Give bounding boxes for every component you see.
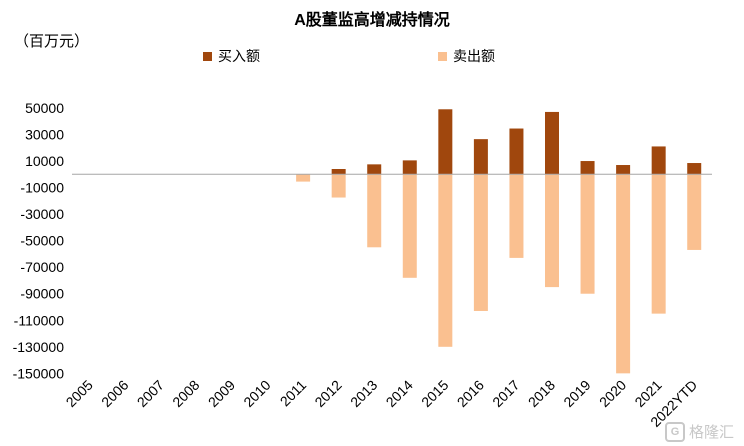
x-tick-label-2009: 2009 — [205, 377, 238, 410]
y-tick-label: -30000 — [20, 206, 64, 222]
legend-swatch-sell — [438, 51, 447, 61]
sell-bar-2015 — [438, 174, 453, 347]
x-tick-label-2010: 2010 — [240, 377, 273, 410]
x-tick-label-2016: 2016 — [454, 377, 487, 410]
sell-bar-2021 — [651, 174, 666, 314]
x-tick-label-2020: 2020 — [596, 377, 629, 410]
sell-bar-2012 — [331, 174, 346, 198]
y-tick-label: -150000 — [13, 365, 65, 381]
sell-bar-2017 — [509, 174, 524, 258]
sell-bar-2013 — [367, 174, 382, 248]
buy-bar-2017 — [509, 128, 524, 175]
sell-bar-2016 — [473, 174, 488, 311]
y-tick-label: -110000 — [14, 312, 65, 328]
buy-bar-2019 — [580, 161, 595, 175]
x-tick-label-2015: 2015 — [418, 377, 451, 410]
y-tick-label: -90000 — [20, 286, 64, 302]
y-tick-label: 10000 — [25, 153, 64, 169]
watermark-text: 格隆汇 — [688, 424, 734, 441]
y-tick-label: -130000 — [13, 339, 65, 355]
x-tick-label-2018: 2018 — [525, 377, 558, 410]
legend-label-sell: 卖出额 — [453, 48, 495, 64]
y-tick-label: -50000 — [20, 233, 64, 249]
buy-bar-2021 — [651, 146, 666, 175]
sell-bar-2020 — [616, 174, 631, 374]
x-tick-label-2005: 2005 — [63, 377, 96, 410]
y-tick-label: 30000 — [25, 127, 64, 143]
watermark: G 格隆汇 — [664, 421, 734, 442]
x-tick-label-2019: 2019 — [560, 377, 593, 410]
x-tick-label-2017: 2017 — [489, 377, 522, 410]
buy-bar-2014 — [402, 160, 417, 175]
buy-bar-2013 — [367, 164, 382, 175]
legend-swatch-buy — [203, 51, 212, 61]
buy-bar-2015 — [438, 109, 453, 175]
sell-bar-2022YTD — [687, 174, 702, 250]
watermark-logo-icon: G — [664, 421, 685, 442]
buy-bar-2022YTD — [687, 163, 702, 175]
unit-label: （百万元） — [14, 33, 90, 50]
buy-bar-2020 — [616, 165, 631, 175]
legend-item-sell: 卖出额 — [438, 46, 495, 66]
legend-item-buy: 买入额 — [203, 46, 260, 66]
x-tick-label-2011: 2011 — [277, 377, 310, 410]
x-tick-label-2012: 2012 — [311, 377, 344, 410]
buy-bar-2012 — [331, 169, 346, 175]
x-tick-label-2014: 2014 — [383, 377, 416, 410]
x-tick-label-2006: 2006 — [98, 377, 131, 410]
y-tick-label: -10000 — [20, 180, 64, 196]
sell-bar-2014 — [402, 174, 417, 278]
chart-title: A股董监高增减持情况 — [294, 12, 450, 29]
x-tick-label-2013: 2013 — [347, 377, 380, 410]
buy-bar-2016 — [473, 139, 488, 175]
y-tick-label: 50000 — [25, 100, 64, 116]
y-tick-label: -70000 — [20, 259, 64, 275]
sell-bar-2011 — [296, 174, 311, 182]
sell-bar-2019 — [580, 174, 595, 294]
legend-label-buy: 买入额 — [218, 48, 260, 64]
x-tick-label-2008: 2008 — [169, 377, 202, 410]
sell-bar-2018 — [545, 174, 559, 288]
x-tick-label-2007: 2007 — [134, 377, 167, 410]
buy-bar-2018 — [545, 111, 559, 175]
